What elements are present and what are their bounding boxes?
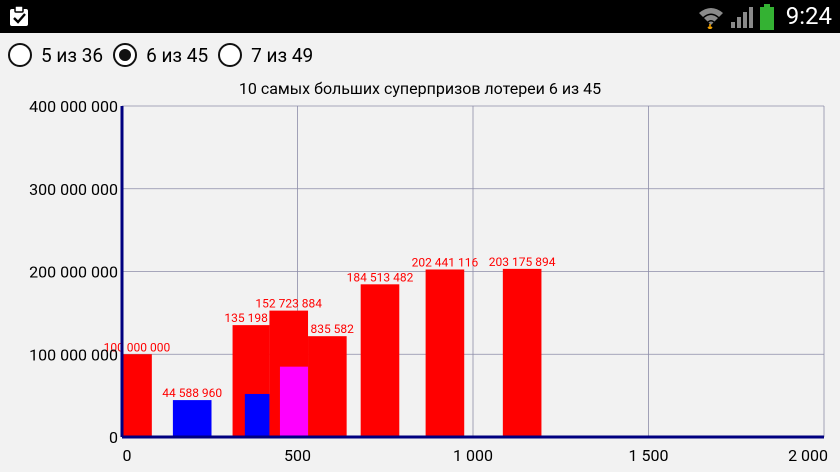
bar-value-label: 202 441 116	[412, 255, 479, 269]
bar-value-label: 152 723 884	[255, 297, 322, 311]
chart-grid	[122, 105, 825, 437]
clipboard-check-icon	[10, 5, 28, 26]
x-tick-label: 1 500	[629, 446, 669, 465]
chart-bars	[122, 268, 542, 437]
status-bar: 9:24	[0, 0, 840, 33]
chart-bar	[425, 269, 465, 437]
jackpot-bar-chart: 10 самых больших суперпризов лотереи 6 и…	[29, 79, 828, 465]
chart-bar	[244, 393, 270, 437]
radio-selected-dot	[119, 49, 132, 61]
radio-button[interactable]	[113, 43, 138, 67]
radio-option-7-of-49[interactable]: 7 из 49	[218, 43, 313, 67]
chart-title: 10 самых больших суперпризов лотереи 6 и…	[239, 79, 601, 98]
lottery-radio-group: 5 из 36 6 из 45 7 из 49	[8, 39, 323, 71]
radio-label: 7 из 49	[251, 43, 314, 67]
x-tick-label: 500	[284, 446, 311, 465]
wifi-icon	[698, 7, 723, 29]
y-tick-label: 200 000 000	[29, 263, 118, 282]
radio-button[interactable]	[8, 43, 32, 67]
bar-value-label: 100 000 000	[104, 340, 171, 354]
clock: 9:24	[785, 2, 832, 30]
radio-label: 5 из 36	[41, 43, 104, 67]
chart-bar	[308, 336, 347, 437]
chart-bar	[172, 400, 212, 437]
y-tick-label: 400 000 000	[29, 97, 118, 116]
chart-bar	[360, 284, 400, 437]
bar-value-label: 44 588 960	[162, 386, 222, 400]
bar-value-label: 135 198 2	[224, 311, 277, 325]
y-tick-label: 100 000 000	[29, 345, 118, 364]
bar-value-label: 203 175 894	[489, 255, 556, 269]
radio-button[interactable]	[218, 43, 243, 67]
chart-axes	[120, 106, 824, 439]
signal-icon	[730, 6, 753, 28]
battery-icon	[759, 3, 774, 30]
x-tick-label: 2 000	[788, 446, 828, 465]
x-tick-label: 0	[123, 446, 132, 465]
chart-bar	[502, 268, 542, 437]
bar-value-label: 184 513 482	[347, 270, 414, 284]
radio-label: 6 из 45	[146, 43, 209, 67]
chart-bar	[279, 366, 309, 437]
y-tick-label: 0	[109, 428, 118, 447]
radio-option-5-of-36[interactable]: 5 из 36	[8, 43, 103, 67]
y-tick-label: 300 000 000	[29, 180, 118, 199]
chart-ticks: 0 100 000 000 200 000 000 300 000 000 400 00…	[29, 97, 828, 465]
radio-option-6-of-45[interactable]: 6 из 45	[113, 43, 208, 67]
chart-bar	[122, 354, 152, 437]
bar-value-label: 1 835 582	[301, 322, 354, 336]
x-tick-label: 1 000	[453, 446, 493, 465]
